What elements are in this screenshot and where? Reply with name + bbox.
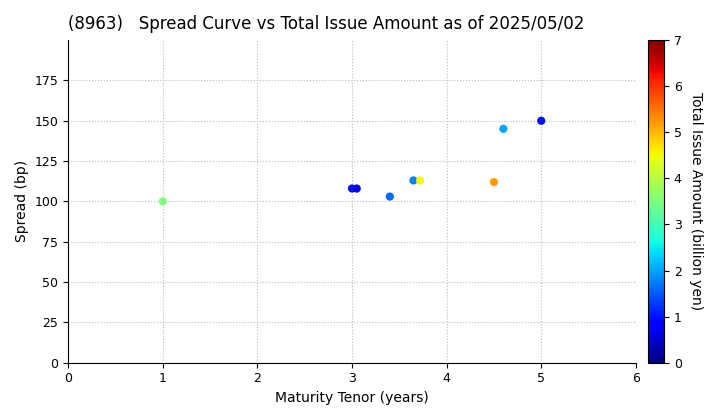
Point [346,185,358,192]
Point [157,198,168,205]
Point [498,126,509,132]
Point [408,177,419,184]
Point [414,177,426,184]
Point [384,193,395,200]
Point [351,185,362,192]
Text: (8963)   Spread Curve vs Total Issue Amount as of 2025/05/02: (8963) Spread Curve vs Total Issue Amoun… [68,15,585,33]
Point [536,118,547,124]
X-axis label: Maturity Tenor (years): Maturity Tenor (years) [275,391,429,405]
Point [488,178,500,185]
Y-axis label: Spread (bp): Spread (bp) [15,160,29,242]
Y-axis label: Total Issue Amount (billion yen): Total Issue Amount (billion yen) [688,92,703,310]
